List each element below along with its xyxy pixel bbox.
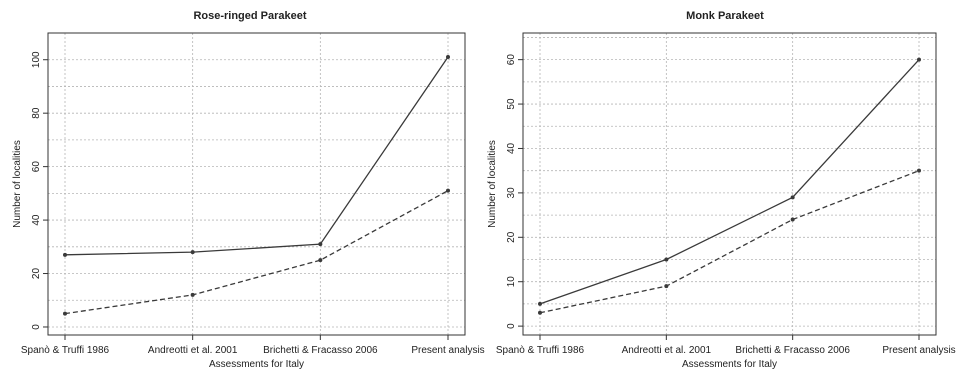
data-point	[790, 195, 795, 200]
data-point	[664, 257, 669, 262]
y-tick-label: 60	[506, 54, 517, 66]
x-tick-label: Brichetti & Fracasso 2006	[735, 345, 850, 356]
data-point	[63, 252, 67, 257]
data-point	[190, 250, 195, 255]
x-tick-label: Spanò & Truffi 1986	[496, 345, 585, 356]
data-point	[538, 301, 542, 306]
x-tick-label: Present analysis	[882, 345, 955, 356]
series-line-solid	[64, 56, 449, 256]
y-axis-label: Number of localities	[12, 140, 23, 228]
y-tick-label: 40	[506, 142, 517, 154]
data-point	[318, 242, 323, 247]
chart-panel-1: 0 20 40 60 80 100 Spanò & Truffi 1986 Andreotti…	[12, 10, 485, 370]
y-tick-label: 100	[31, 51, 42, 68]
chart-title: Monk Parakeet	[686, 10, 764, 22]
y-tick-label: 0	[31, 324, 42, 330]
data-point	[446, 55, 450, 60]
y-tick-label: 60	[31, 161, 42, 173]
y-tick-label: 0	[506, 323, 517, 329]
plot-frame	[47, 32, 466, 336]
plot-frame	[522, 32, 937, 336]
data-point	[917, 168, 921, 173]
y-tick-label: 20	[506, 231, 517, 243]
data-point	[190, 292, 195, 297]
y-tick-label: 10	[506, 276, 517, 288]
x-tick-label: Spanò & Truffi 1986	[21, 345, 110, 356]
series-line-dashed	[64, 190, 449, 315]
x-tick-label: Present analysis	[411, 345, 484, 356]
x-tick-label: Brichetti & Fracasso 2006	[263, 345, 378, 356]
series-line-dashed	[539, 170, 920, 314]
x-axis-label: Assessments for Italy	[682, 359, 777, 370]
data-point	[63, 311, 67, 316]
data-point	[318, 258, 323, 263]
y-tick-label: 20	[31, 268, 42, 280]
data-point	[664, 284, 669, 289]
data-point	[446, 188, 450, 193]
y-tick-label: 30	[506, 187, 517, 199]
y-axis-label: Number of localities	[487, 140, 498, 228]
data-point	[790, 217, 795, 222]
y-tick-label: 40	[31, 214, 42, 226]
chart-panel-2: 0 10 20 30 40 50 60 Spanò & Truffi 1986 Andreott…	[487, 10, 956, 370]
data-point	[538, 310, 542, 315]
x-axis-label: Assessments for Italy	[209, 359, 304, 370]
chart-title: Rose-ringed Parakeet	[193, 10, 306, 22]
data-point	[917, 57, 921, 62]
y-tick-label: 80	[31, 107, 42, 119]
x-tick-label: Andreotti et al. 2001	[148, 345, 238, 356]
y-tick-label: 50	[506, 98, 517, 110]
x-tick-label: Andreotti et al. 2001	[622, 345, 712, 356]
series-line-solid	[539, 59, 920, 305]
